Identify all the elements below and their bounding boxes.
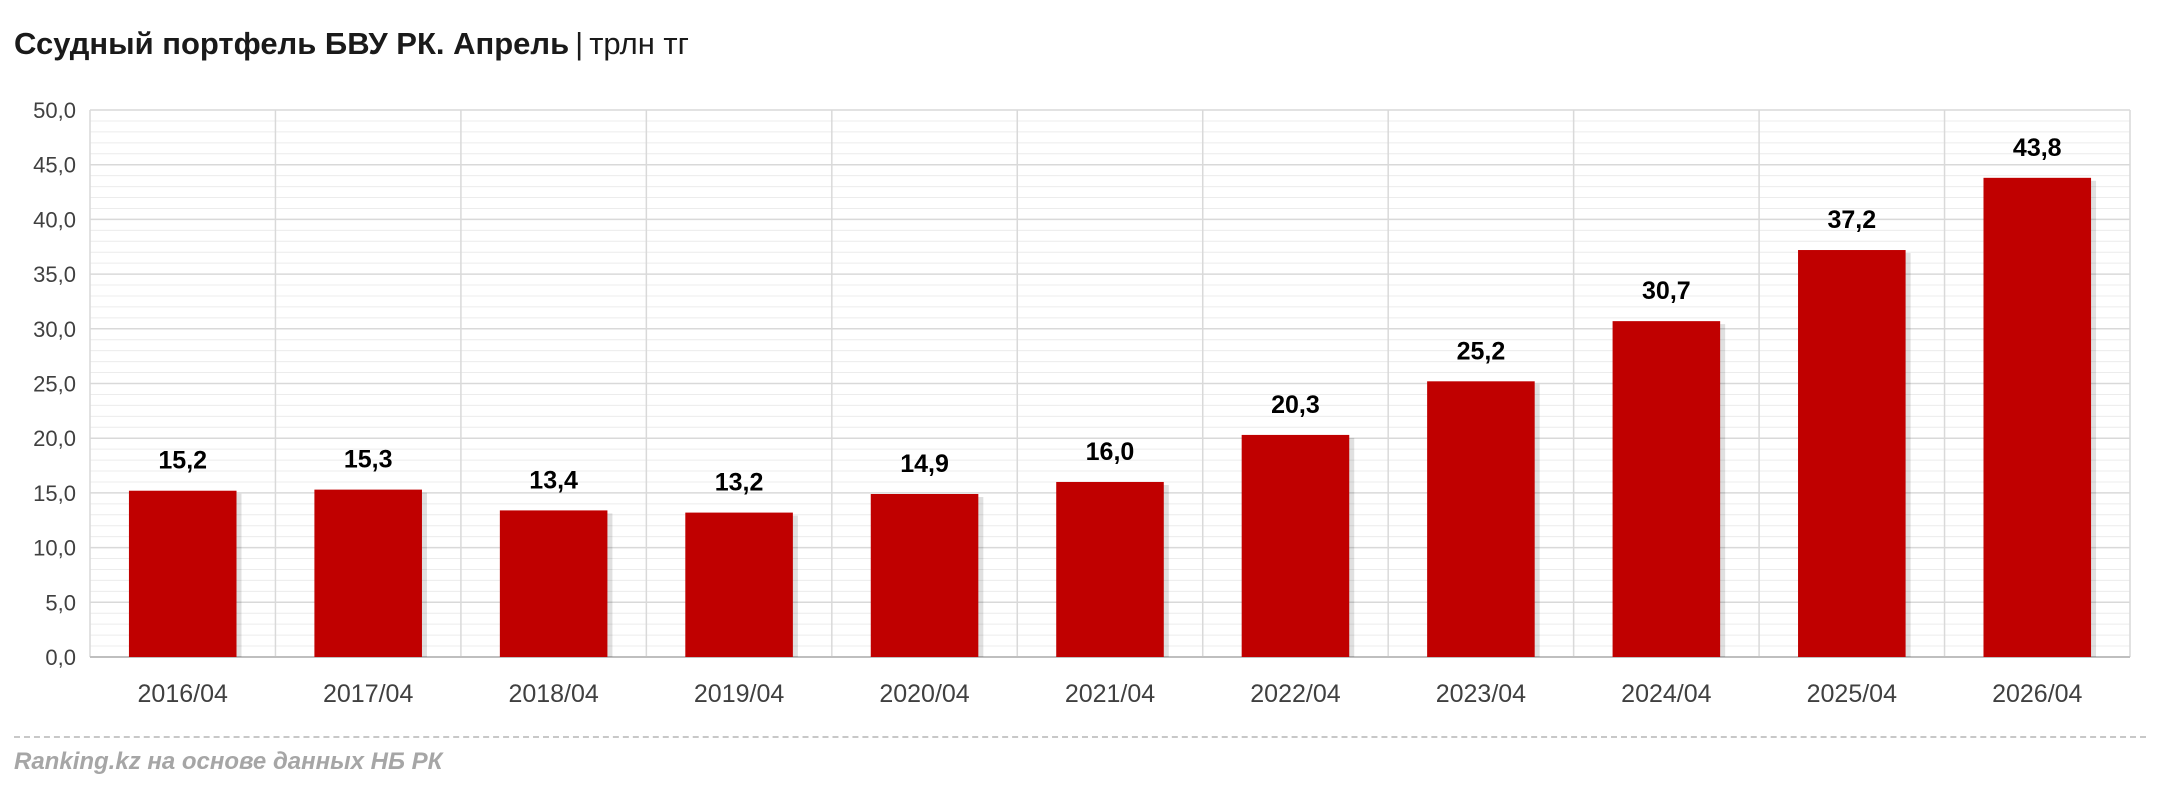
x-tick-label: 2020/04 (879, 680, 969, 708)
y-tick-label: 15,0 (33, 481, 76, 506)
source-note: Ranking.kz на основе данных НБ РК (14, 748, 443, 775)
x-tick-label: 2018/04 (508, 680, 598, 708)
y-tick-label: 45,0 (33, 153, 76, 178)
bar-value-label: 16,0 (1086, 438, 1135, 466)
y-tick-label: 30,0 (33, 317, 76, 342)
bar-chart: 0,0 5,0 10,0 15,0 20,0 25,0 30,0 35,0 40,0 45,0 50… (33, 98, 2131, 708)
bar (1983, 177, 2092, 657)
x-tick-label: 2022/04 (1250, 680, 1340, 708)
x-tick-label: 2023/04 (1436, 680, 1526, 708)
x-tick-label: 2026/04 (1992, 680, 2082, 708)
y-tick-label: 50,0 (33, 98, 76, 123)
bar-value-label: 20,3 (1271, 391, 1320, 419)
chart-title-unit: трлн тг (589, 26, 689, 61)
chart-title-separator: | (575, 26, 584, 61)
bar (1427, 381, 1535, 657)
y-tick-label: 35,0 (33, 262, 76, 287)
x-tick-label: 2024/04 (1621, 680, 1711, 708)
bar-value-label: 13,4 (529, 466, 578, 494)
bar-value-label: 43,8 (2013, 134, 2062, 162)
bar (1056, 481, 1164, 657)
y-tick-label: 40,0 (33, 207, 76, 232)
y-tick-label: 20,0 (33, 426, 76, 451)
bar-value-label: 37,2 (1827, 206, 1876, 234)
footer-divider (14, 736, 2146, 738)
bar (685, 512, 793, 657)
bar-value-label: 15,3 (344, 446, 393, 474)
bar (870, 493, 979, 657)
x-tick-label: 2016/04 (138, 680, 228, 708)
chart-title: Ссудный портфель БВУ РК. Апрель | трлн тг (14, 26, 689, 62)
x-tick-label: 2019/04 (694, 680, 784, 708)
bar-value-label: 30,7 (1642, 277, 1691, 305)
y-tick-label: 5,0 (45, 590, 76, 615)
bar-value-label: 13,2 (715, 469, 764, 497)
x-tick-label: 2025/04 (1807, 680, 1897, 708)
x-tick-label: 2017/04 (323, 680, 413, 708)
bar-value-label: 15,2 (158, 447, 207, 475)
bar (1798, 250, 1906, 658)
x-tick-label: 2021/04 (1065, 680, 1155, 708)
bar (499, 510, 608, 657)
y-tick-label: 0,0 (45, 645, 76, 670)
bar-value-label: 25,2 (1457, 337, 1506, 365)
bar (314, 489, 422, 657)
bar (1612, 321, 1721, 657)
y-tick-label: 10,0 (33, 536, 76, 561)
bar-value-label: 14,9 (900, 450, 949, 478)
y-tick-label: 25,0 (33, 372, 76, 397)
bar (128, 490, 237, 657)
bar (1241, 434, 1350, 657)
chart-title-main: Ссудный портфель БВУ РК. Апрель (14, 26, 570, 61)
